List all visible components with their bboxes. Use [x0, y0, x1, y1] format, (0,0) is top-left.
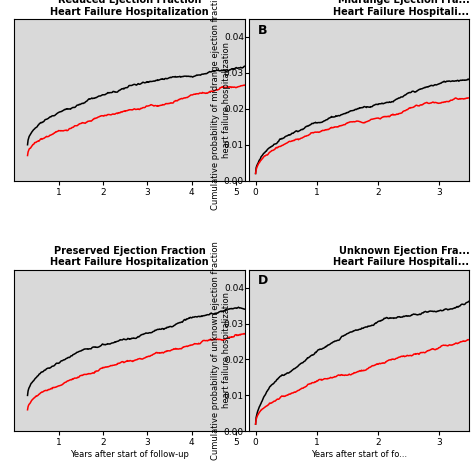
Y-axis label: Cumulative probability of midrange ejection fraction
heart failure hospitalizati: Cumulative probability of midrange eject… [211, 0, 231, 210]
X-axis label: Years after start of follow-up: Years after start of follow-up [70, 450, 189, 459]
Title: Reduced Ejection Fraction
Heart Failure Hospitalization: Reduced Ejection Fraction Heart Failure … [50, 0, 209, 17]
Text: D: D [258, 274, 269, 287]
Text: Midrange Ejection Fra...
Heart Failure Hospitali...: Midrange Ejection Fra... Heart Failure H… [333, 0, 469, 17]
X-axis label: Years after start of fo...: Years after start of fo... [311, 450, 408, 459]
Text: Unknown Ejection Fra...
Heart Failure Hospitali...: Unknown Ejection Fra... Heart Failure Ho… [333, 246, 469, 267]
Y-axis label: Cumulative probability of unknown ejection fraction
heart failure hospitalizatio: Cumulative probability of unknown ejecti… [211, 241, 231, 460]
Title: Preserved Ejection Fraction
Heart Failure Hospitalization: Preserved Ejection Fraction Heart Failur… [50, 246, 209, 267]
Text: B: B [258, 24, 268, 37]
